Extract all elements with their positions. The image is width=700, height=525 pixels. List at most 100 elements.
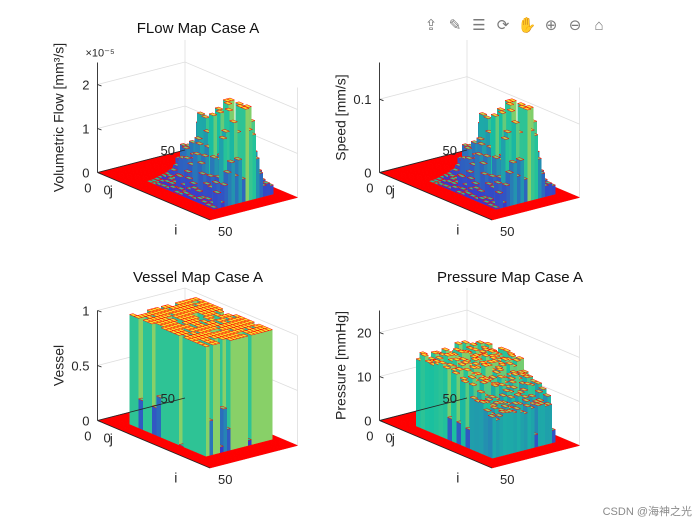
y-tick-label: 0: [366, 181, 373, 196]
export-icon[interactable]: ⇪: [424, 17, 438, 34]
surface-side: [234, 338, 238, 450]
surface-cell: [458, 186, 468, 191]
surface-cell: [194, 188, 204, 193]
surface-side: [170, 331, 175, 444]
surface-side: [538, 158, 542, 199]
surface-cell: [500, 136, 510, 140]
y-axis-label: j: [391, 430, 395, 446]
zoom-out-icon[interactable]: ⊖: [568, 17, 582, 34]
surface-side: [147, 322, 152, 434]
surface-cell: [208, 112, 218, 116]
z-tick: [379, 332, 384, 335]
surface-side: [483, 409, 488, 457]
surface-side: [200, 200, 205, 206]
x-tick-label: 0: [104, 183, 111, 198]
y-axis-label: j: [391, 182, 395, 198]
surface: [378, 340, 581, 469]
watermark: CSDN @海神之光: [602, 506, 692, 518]
surface-cell: [211, 180, 221, 184]
surface-side: [465, 428, 470, 450]
surface-cell: [168, 167, 179, 172]
i-axis-line: [97, 172, 211, 221]
surface-cell: [240, 106, 250, 110]
legend-icon[interactable]: ☰: [472, 17, 486, 34]
surface-cell: [194, 141, 205, 146]
y-tick-label: 50: [161, 143, 175, 158]
surface-side: [143, 320, 148, 433]
surface-cell: [189, 185, 200, 190]
surface-cell: [494, 190, 504, 194]
surface-cell: [502, 129, 513, 134]
surface-cell: [188, 181, 199, 185]
surface-side: [251, 334, 255, 446]
surface-side: [263, 185, 267, 198]
x-axis-label: i: [456, 221, 459, 237]
surface-cell: [205, 173, 216, 178]
surface-side: [237, 337, 241, 449]
surface-side: [235, 175, 239, 205]
surface-cell: [183, 169, 193, 173]
surface-cell: [471, 185, 482, 190]
surface-side: [183, 337, 188, 450]
surface: [378, 98, 581, 221]
surface-side: [241, 336, 245, 448]
surface-cell: [226, 159, 236, 163]
surface-cell: [220, 129, 231, 133]
surface-side: [174, 333, 179, 446]
surface-side: [265, 330, 269, 442]
surface-side: [160, 184, 165, 189]
z-axis: 00.51: [71, 304, 102, 429]
surface-side: [228, 172, 232, 207]
z-tick: [379, 376, 384, 379]
surface-side: [527, 405, 531, 450]
z-tick-label: 0: [82, 414, 89, 429]
surface-cell: [448, 176, 458, 181]
surface-side: [224, 184, 228, 208]
surface-cell: [505, 102, 515, 106]
z-tick-label: 0: [364, 414, 371, 429]
surface-cell: [199, 199, 210, 204]
surface-cell: [484, 181, 494, 186]
surface-cell: [181, 191, 192, 195]
brush-icon[interactable]: ✎: [448, 17, 462, 34]
surface-side: [173, 191, 178, 195]
surface-side: [205, 204, 210, 208]
surface-side: [496, 207, 500, 210]
surface-cell: [468, 193, 478, 198]
surface-cell: [491, 155, 501, 159]
surface-side: [187, 195, 192, 201]
rotate-icon[interactable]: ⟳: [496, 17, 510, 34]
z-tick: [97, 84, 102, 87]
surface-side: [416, 358, 421, 429]
surface-side: [495, 191, 500, 209]
x-axis-label: i: [456, 469, 459, 485]
zoom-in-icon[interactable]: ⊕: [544, 17, 558, 34]
surface-cell: [202, 181, 212, 186]
surface-cell: [478, 112, 488, 116]
surface-side: [506, 184, 510, 208]
pan-icon[interactable]: ✋: [517, 17, 537, 34]
surface-side: [262, 331, 266, 443]
z-tick-label: 0: [364, 166, 371, 181]
surface-side: [129, 314, 134, 427]
surface-cell: [224, 107, 234, 112]
surface-side: [216, 343, 220, 455]
home-icon[interactable]: ⌂: [594, 16, 604, 34]
surface-side: [213, 191, 218, 209]
surface-side: [474, 400, 479, 453]
surface-cell: [212, 190, 222, 194]
surface-side: [510, 411, 514, 455]
surface-side: [473, 197, 478, 203]
surface-side: [165, 329, 170, 442]
surface-cell: [476, 188, 486, 193]
x-axis-label: i: [174, 221, 177, 237]
y-tick-label: 50: [443, 143, 457, 158]
surface-side: [548, 183, 552, 197]
surface-cell: [186, 193, 196, 198]
y-axis-label: j: [109, 182, 113, 198]
surface-side: [258, 332, 262, 444]
surface-cell: [496, 107, 506, 111]
z-tick-label: 1: [82, 304, 89, 319]
